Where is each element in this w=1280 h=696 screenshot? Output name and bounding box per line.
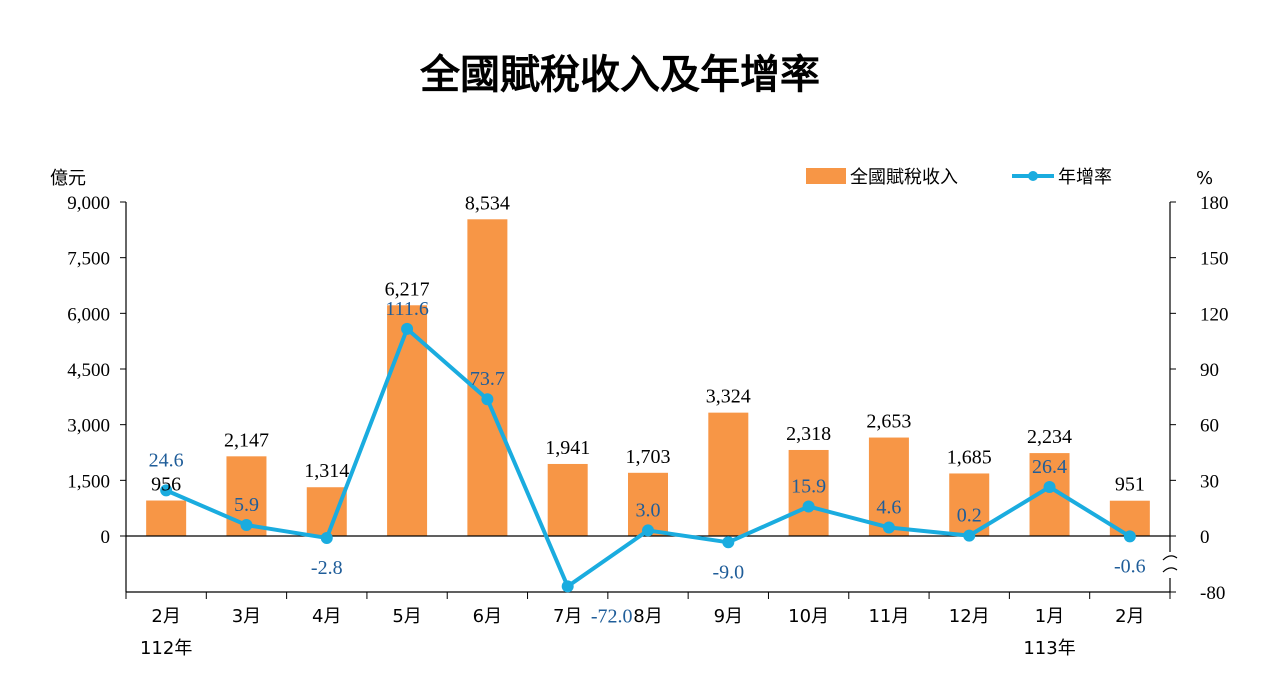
- growth-rate-marker: [1123, 530, 1136, 543]
- year-label: 113年: [1023, 638, 1075, 659]
- category-label: 1月: [1035, 606, 1064, 627]
- revenue-bar: [306, 487, 347, 536]
- bars-layer: [146, 219, 1150, 537]
- category-label: 6月: [473, 606, 502, 627]
- legend-line-label: 年增率: [1058, 167, 1112, 188]
- bar-value-label: 2,234: [1027, 426, 1072, 448]
- growth-rate-label: -2.8: [311, 557, 343, 579]
- growth-rate-label: 24.6: [149, 450, 184, 472]
- right-tick-label: 30: [1200, 471, 1219, 492]
- growth-rate-marker: [642, 524, 654, 537]
- bar-value-label: 1,941: [545, 437, 590, 459]
- category-label: 5月: [392, 606, 421, 627]
- left-tick-label: 7,500: [67, 249, 110, 270]
- growth-rate-label: 73.7: [470, 368, 505, 390]
- category-label: 10月: [788, 606, 829, 627]
- right-axis-unit: %: [1196, 168, 1213, 189]
- bar-value-label: 2,653: [866, 411, 911, 433]
- bar-value-label: 951: [1115, 474, 1145, 496]
- growth-rate-marker: [160, 484, 173, 497]
- growth-rate-label: 3.0: [636, 499, 661, 521]
- left-axis-unit: 億元: [50, 168, 86, 189]
- category-label: 2月: [1115, 606, 1144, 627]
- revenue-bar: [146, 500, 187, 536]
- legend-bar-label: 全國賦稅收入: [850, 167, 958, 188]
- right-tick-label: 0: [1200, 527, 1210, 548]
- growth-rate-marker: [481, 393, 494, 406]
- axis-break-mark: [1162, 567, 1178, 573]
- growth-rate-marker: [722, 536, 735, 549]
- bar-value-label: 956: [151, 474, 181, 496]
- axis-break-mark: [1162, 555, 1178, 561]
- year-label: 112年: [140, 638, 192, 659]
- revenue-bar: [708, 412, 749, 536]
- revenue-bar: [547, 463, 588, 536]
- category-label: 11月: [868, 606, 909, 627]
- legend: 全國賦稅收入 年增率: [806, 167, 1112, 188]
- legend-line-marker: [1028, 171, 1038, 181]
- category-label: 4月: [312, 606, 341, 627]
- growth-rate-marker: [240, 519, 253, 532]
- growth-rate-label: 0.2: [957, 505, 982, 527]
- right-tick-label: 60: [1200, 416, 1219, 437]
- left-tick-label: 6,000: [67, 304, 110, 325]
- line-layer: [160, 322, 1136, 593]
- growth-rate-marker: [882, 521, 895, 534]
- left-tick-label: 0: [101, 527, 111, 548]
- bar-value-label: 1,703: [626, 446, 671, 468]
- growth-rate-marker: [401, 322, 414, 335]
- category-label: 8月: [633, 606, 662, 627]
- left-tick-label: 9,000: [67, 193, 110, 214]
- legend-bar-swatch: [806, 168, 846, 184]
- bar-value-label: 1,685: [947, 446, 992, 468]
- left-tick-label: 1,500: [67, 471, 110, 492]
- revenue-bar: [868, 437, 909, 536]
- bar-value-label: 1,314: [304, 460, 349, 482]
- growth-rate-label: 4.6: [876, 496, 901, 518]
- growth-rate-label: -9.0: [712, 561, 744, 583]
- growth-rate-label: 26.4: [1032, 456, 1067, 478]
- axes-layer: 9,000 7,500 6,000 4,500 3,000 1,500 0 180 150 120…: [67, 193, 1228, 659]
- growth-rate-label: -0.6: [1114, 555, 1146, 577]
- growth-rate-marker: [320, 531, 333, 544]
- category-label: 12月: [949, 606, 990, 627]
- left-tick-label: 3,000: [67, 416, 110, 437]
- right-tick-label: 150: [1200, 249, 1229, 270]
- bar-value-label: 2,147: [224, 429, 269, 451]
- bar-value-label: 3,324: [706, 386, 751, 408]
- growth-rate-label: 5.9: [234, 494, 259, 516]
- growth-rate-label: -72.0: [591, 605, 633, 627]
- revenue-bar: [788, 449, 829, 536]
- right-tick-label: 180: [1200, 193, 1229, 214]
- growth-rate-label: 111.6: [385, 298, 429, 320]
- growth-rate-marker: [1043, 481, 1056, 494]
- category-label: 2月: [151, 606, 180, 627]
- category-label: 9月: [714, 606, 743, 627]
- labels-layer: 956 2,147 1,314 6,217 8,534 1,941 1,703 3,324 2,…: [149, 192, 1146, 627]
- revenue-bar: [387, 305, 428, 536]
- right-tick-label: 120: [1200, 304, 1229, 325]
- category-label: 3月: [232, 606, 261, 627]
- right-tick-label: -80: [1200, 583, 1225, 604]
- bar-value-label: 8,534: [465, 192, 510, 214]
- revenue-bar: [467, 219, 508, 537]
- growth-rate-label: 15.9: [791, 475, 826, 497]
- right-tick-label: 90: [1200, 360, 1219, 381]
- growth-rate-marker: [802, 500, 815, 513]
- left-tick-label: 4,500: [67, 360, 110, 381]
- bar-value-label: 6,217: [385, 278, 430, 300]
- growth-rate-marker: [561, 580, 574, 593]
- chart-title: 全國賦稅收入及年增率: [419, 52, 820, 98]
- growth-rate-marker: [963, 529, 976, 542]
- category-label: 7月: [553, 606, 582, 627]
- bar-value-label: 2,318: [786, 423, 831, 445]
